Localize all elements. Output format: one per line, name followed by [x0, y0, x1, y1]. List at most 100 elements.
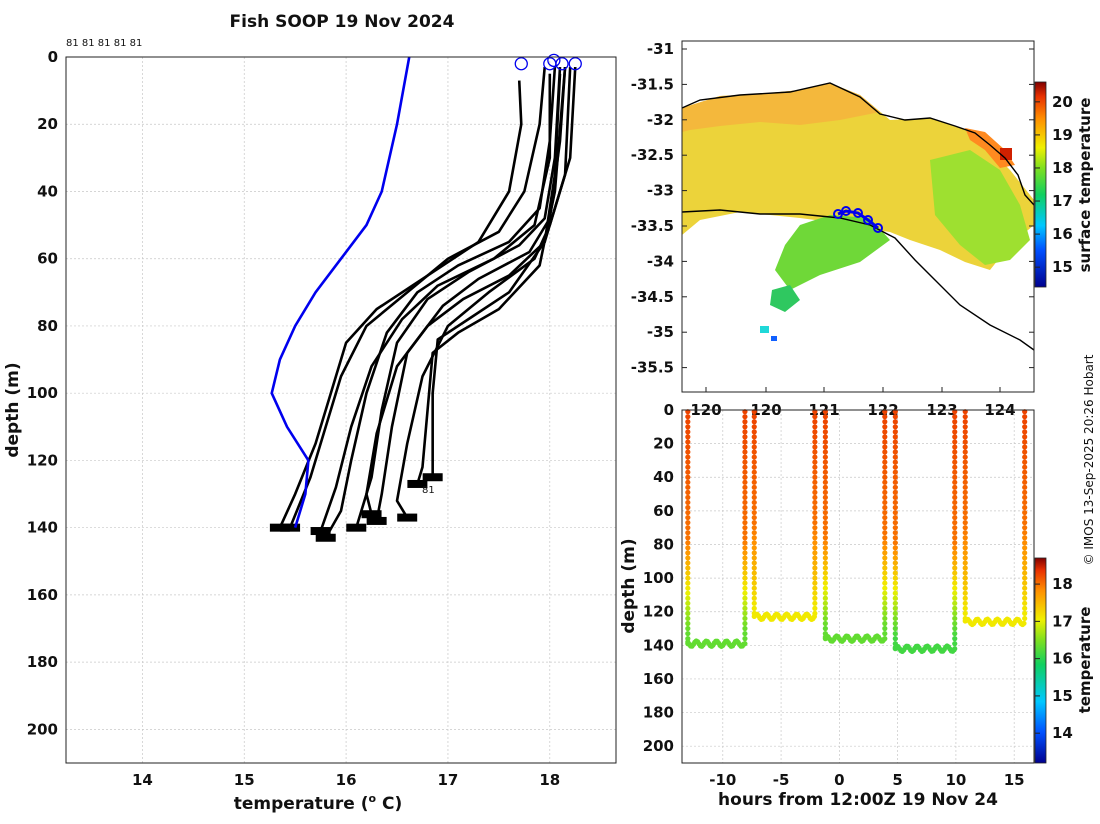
- section-dot: [751, 484, 757, 490]
- section-dot: [751, 459, 757, 465]
- section-dot: [962, 514, 968, 521]
- track-point: [873, 223, 883, 233]
- section-dot: [742, 520, 748, 526]
- map-y-tick-label: -34.5: [631, 288, 674, 306]
- section-dot: [962, 600, 968, 606]
- section-dot: [962, 605, 968, 611]
- xbt-profile-line: [288, 66, 546, 529]
- section-dot: [962, 520, 968, 526]
- xbt-profile-line: [319, 73, 552, 532]
- section-dot: [892, 424, 898, 430]
- section-dot: [952, 540, 958, 546]
- section-dot: [892, 434, 898, 440]
- section-dot: [1022, 424, 1028, 430]
- section-dot: [822, 605, 828, 611]
- section-dot: [742, 560, 748, 566]
- section-dot: [742, 540, 748, 546]
- map-field: [682, 82, 1034, 351]
- xlabel-end: C): [376, 794, 402, 814]
- y-tick-label: 160: [27, 586, 58, 604]
- start-marker: [543, 57, 557, 71]
- section-dot: [822, 550, 828, 556]
- y-tick-label: 80: [37, 317, 58, 335]
- section-dot: [822, 535, 828, 541]
- section-dot: [952, 454, 958, 460]
- xlabel-start: temperature (: [234, 794, 369, 814]
- section-dot: [962, 434, 968, 440]
- section-dot: [742, 565, 748, 571]
- section-dot: [751, 585, 757, 591]
- section-dot: [812, 429, 818, 435]
- section-dot: [742, 525, 748, 531]
- section-dot: [1022, 454, 1028, 460]
- section-dot: [742, 509, 748, 516]
- section-dot: [952, 535, 958, 541]
- section-dot: [822, 444, 828, 450]
- section-dot: [822, 449, 828, 455]
- section-dot: [962, 610, 968, 616]
- section-dot: [742, 595, 748, 601]
- map-frame: [681, 40, 1035, 393]
- y-tick-label: 40: [37, 182, 58, 200]
- start-marker: [547, 53, 561, 68]
- section-dot: [812, 540, 818, 546]
- section-dot: [952, 615, 958, 622]
- section-dot: [882, 439, 888, 445]
- section-dot: [742, 615, 748, 622]
- section-y-tick-label: 60: [653, 502, 674, 520]
- map-y-tick-label: -35: [647, 323, 674, 341]
- section-dot: [751, 545, 757, 551]
- section-dot: [685, 545, 691, 551]
- section-dot: [685, 535, 691, 541]
- section-dot: [742, 419, 748, 425]
- section-dot: [1022, 499, 1028, 506]
- section-dot: [892, 429, 898, 435]
- section-dot: [1022, 545, 1028, 551]
- section-dot: [812, 565, 818, 571]
- section-dot: [822, 525, 828, 531]
- section-dot: [952, 585, 958, 591]
- y-tick-label: 60: [37, 250, 58, 268]
- profile-x-ticks: 14 15 16 17 18: [132, 771, 560, 789]
- section-dot: [751, 444, 757, 450]
- sst-colorbar: [1034, 81, 1047, 288]
- section-dot: [822, 504, 828, 511]
- section-dot: [685, 489, 691, 495]
- section-dot: [882, 535, 888, 541]
- section-dot: [952, 595, 958, 601]
- section-dot: [882, 540, 888, 546]
- surface-temperature-map: -31 -31.5 -32 -32.5 -33 -33.5 -34 -34.5 -35 -35.5…: [631, 40, 1094, 419]
- section-dot: [1022, 434, 1028, 440]
- section-dot: [892, 494, 898, 501]
- section-dot: [892, 600, 898, 606]
- section-dot: [882, 636, 888, 642]
- section-dot: [952, 469, 958, 475]
- section-dot: [1022, 504, 1028, 511]
- section-dot: [685, 580, 691, 586]
- section-dot: [742, 625, 748, 632]
- section-dot: [882, 625, 888, 632]
- section-dot: [685, 509, 691, 516]
- section-dot: [812, 454, 818, 460]
- section-dot: [1022, 439, 1028, 445]
- section-dot: [962, 595, 968, 601]
- section-dot: [751, 454, 757, 460]
- section-dot: [952, 464, 958, 470]
- section-dot: [742, 590, 748, 596]
- section-dot: [892, 414, 898, 420]
- section-dot: [742, 620, 748, 627]
- section-dot: [952, 494, 958, 501]
- temperature-colorbar-ticks: 14 15 16 17 18: [1035, 575, 1073, 742]
- section-dot: [1022, 464, 1028, 470]
- section-dot: [742, 499, 748, 506]
- section-dot: [1022, 514, 1028, 521]
- section-dot: [685, 464, 691, 470]
- y-tick-label: 100: [27, 384, 58, 402]
- section-dot: [751, 464, 757, 470]
- section-dot: [1022, 484, 1028, 490]
- section-dot: [751, 520, 757, 526]
- start-marker: [555, 57, 569, 71]
- x-tick-label: 15: [234, 771, 255, 789]
- section-dot: [822, 585, 828, 591]
- section-dot: [1022, 525, 1028, 531]
